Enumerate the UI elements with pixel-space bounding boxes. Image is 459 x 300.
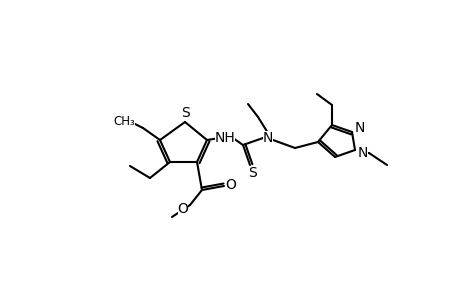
Text: O: O: [225, 178, 236, 192]
Text: NH: NH: [214, 131, 235, 145]
Text: S: S: [248, 166, 257, 180]
Text: O: O: [177, 202, 188, 216]
Text: S: S: [181, 106, 190, 120]
Text: N: N: [357, 146, 367, 160]
Text: N: N: [262, 131, 273, 145]
Text: N: N: [354, 121, 364, 135]
Text: CH₃: CH₃: [113, 115, 134, 128]
